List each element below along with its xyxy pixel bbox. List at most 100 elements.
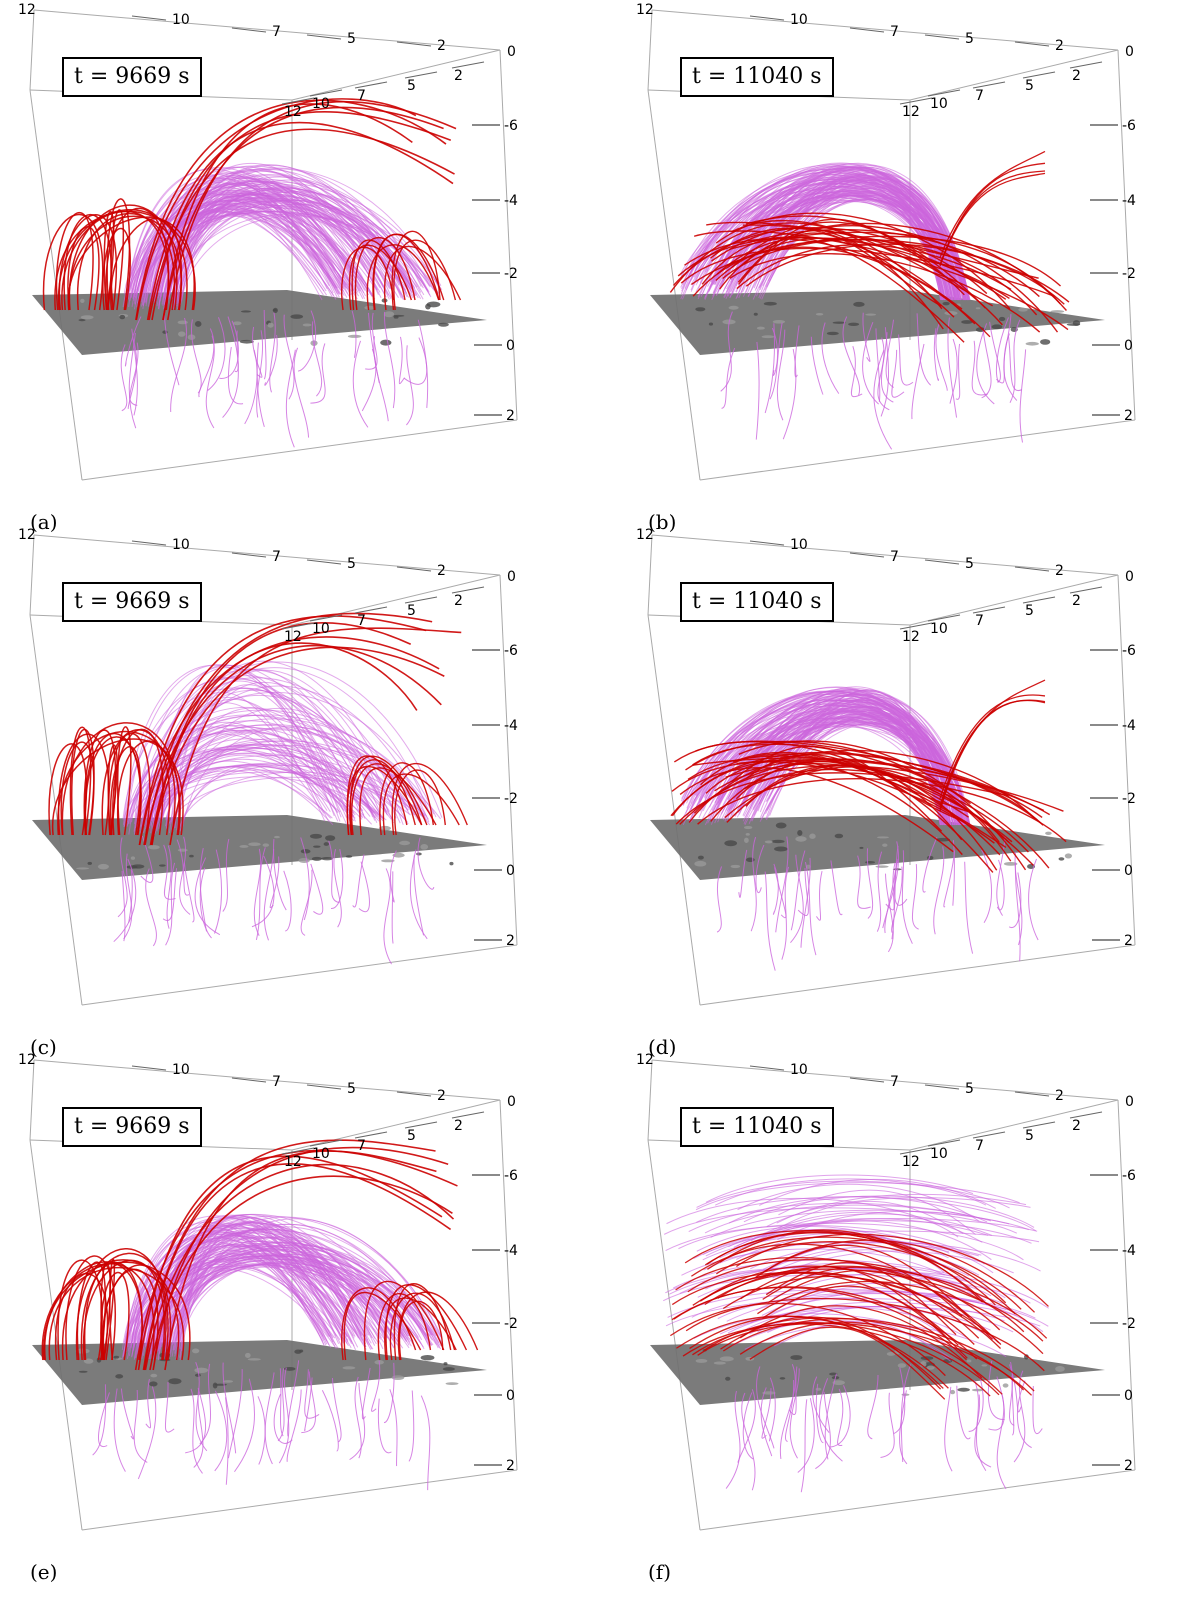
field-line: [738, 849, 748, 898]
field-line: [185, 1387, 206, 1454]
field-line: [815, 1383, 824, 1444]
field-line: [163, 1241, 431, 1354]
tick-label-top: 10: [790, 12, 808, 28]
field-line: [810, 336, 824, 395]
field-line: [157, 187, 389, 309]
tick-label-top: 10: [172, 537, 190, 553]
tick-label-height: 2: [1124, 1458, 1133, 1474]
field-line: [790, 854, 804, 944]
field-line: [365, 312, 378, 370]
field-line: [981, 849, 992, 923]
field-line: [692, 743, 1050, 869]
field-line: [862, 322, 879, 405]
field-line-render: 12 10 7 5 2 0 2 5 7 10 12 -6 -4 -2 0 2: [18, 1052, 518, 1531]
field-line: [891, 349, 905, 398]
field-lines: [48, 612, 468, 965]
field-line: [311, 321, 323, 397]
tick-label-height: -2: [1122, 266, 1136, 282]
field-line: [389, 850, 397, 903]
field-line: [821, 322, 840, 394]
tick-label-height: 2: [1124, 933, 1133, 949]
figure-panel-d: 12 10 7 5 2 0 2 5 7 10 12 -6 -4 -2 0 2 t = 11040 s (d): [636, 527, 1200, 1059]
field-lines: [670, 679, 1067, 971]
field-line: [745, 753, 964, 822]
field-line: [952, 840, 955, 906]
field-line: [804, 862, 817, 956]
field-line: [665, 1224, 985, 1265]
tick-label-height: 0: [1124, 863, 1133, 879]
tick-label-top: 12: [18, 527, 36, 543]
field-line: [716, 866, 723, 933]
field-line: [761, 1388, 772, 1439]
field-line: [391, 871, 394, 944]
field-line: [333, 848, 342, 928]
field-line: [286, 1389, 302, 1462]
field-line: [354, 1376, 362, 1459]
field-line: [110, 209, 125, 311]
field-line: [98, 1392, 110, 1448]
field-line: [106, 198, 131, 311]
tick-label-top: 0: [1125, 569, 1134, 585]
tick-label-height: 2: [506, 933, 515, 949]
field-line: [939, 170, 1046, 265]
field-line: [352, 340, 369, 428]
field-line: [815, 1391, 831, 1470]
field-line: [880, 1392, 895, 1459]
field-line: [944, 1386, 953, 1472]
field-line: [727, 695, 947, 826]
tick-label-depth: 5: [407, 1128, 416, 1144]
tick-label-height: -4: [1122, 1243, 1136, 1259]
field-line: [720, 1316, 942, 1390]
field-line: [287, 1360, 300, 1437]
field-line: [137, 193, 323, 301]
field-line: [126, 1236, 430, 1350]
field-line: [665, 1297, 1018, 1327]
field-line: [706, 221, 1039, 279]
field-line: [145, 868, 157, 947]
field-line: [149, 622, 412, 846]
field-line: [728, 1196, 988, 1224]
field-line: [722, 1275, 1002, 1349]
field-line: [166, 776, 426, 829]
field-line: [774, 1320, 951, 1362]
tick-label-top: 2: [1055, 563, 1064, 579]
field-line: [685, 740, 1000, 843]
field-line: [341, 1287, 417, 1361]
field-line: [120, 1388, 135, 1440]
tick-label-height: 0: [1124, 338, 1133, 354]
field-line: [866, 848, 874, 919]
tick-label-depth: 12: [284, 104, 302, 120]
field-line: [391, 230, 441, 311]
field-line: [742, 224, 1007, 300]
field-line: [420, 1395, 431, 1491]
tick-label-height: -4: [504, 1243, 518, 1259]
field-line: [127, 338, 137, 409]
panel-label: (a): [30, 510, 58, 534]
field-line: [1028, 858, 1039, 941]
field-line: [352, 854, 365, 908]
field-lines: [663, 1174, 1049, 1493]
field-line: [219, 320, 239, 379]
panel-label: (e): [30, 1560, 58, 1584]
field-line: [1003, 314, 1018, 401]
field-line: [372, 233, 440, 311]
field-line: [684, 238, 963, 310]
tick-label-depth: 10: [930, 621, 948, 637]
field-line: [779, 1200, 964, 1235]
field-line: [257, 1396, 266, 1465]
field-line: [144, 1163, 455, 1371]
field-line: [688, 1202, 969, 1233]
field-line: [720, 311, 733, 392]
field-line: [704, 1265, 980, 1339]
field-line: [234, 1378, 255, 1473]
field-line: [359, 767, 437, 836]
field-line: [949, 338, 958, 404]
field-line: [382, 773, 460, 836]
field-line: [384, 245, 462, 311]
field-line: [173, 213, 436, 293]
field-line: [269, 856, 280, 909]
field-line: [737, 1183, 980, 1222]
field-line: [750, 1297, 951, 1341]
field-line: [244, 349, 258, 425]
tick-label-top: 10: [790, 537, 808, 553]
